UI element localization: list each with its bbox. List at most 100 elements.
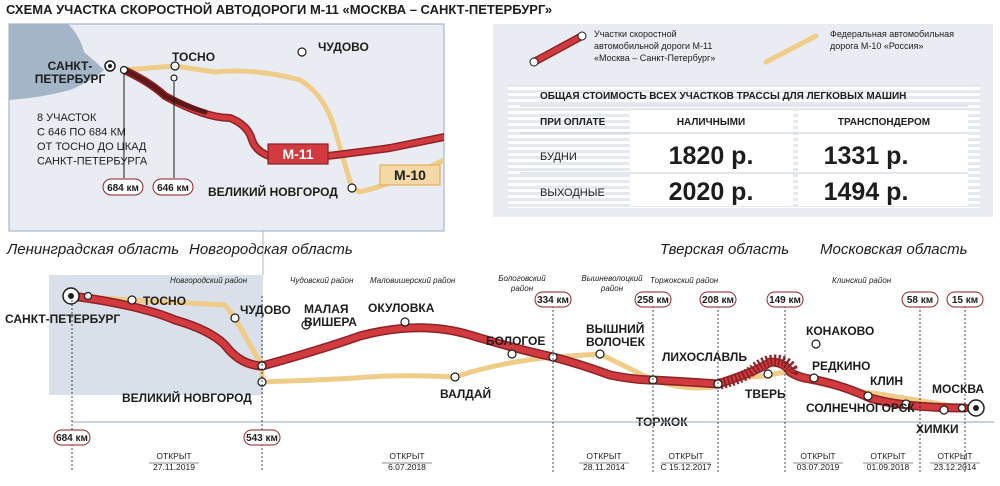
weekends-cash-price: 2020 р. (669, 178, 754, 206)
city-spb-marker (62, 287, 93, 305)
col-payment-label: ПРИ ОПЛАТЕ (540, 117, 606, 128)
km-marker: 543 км (243, 296, 281, 472)
segment-label: ОТКРЫТ (668, 451, 703, 461)
city-redkino: РЕДКИНО (812, 359, 871, 373)
weekends-transponder-price: 1494 р. (824, 178, 909, 206)
weekdays-transponder-price: 1331 р. (824, 142, 909, 170)
city-bologoe: БОЛОГОЕ (486, 334, 545, 348)
km-marker-label: 149 км (769, 295, 801, 306)
segment-date-value: 28.11.2014 (583, 462, 625, 472)
km-marker: 334 км (534, 291, 572, 472)
inset-km-646-badge (152, 178, 194, 196)
city-khimki: ХИМКИ (916, 422, 959, 436)
km-marker-label: 684 км (56, 433, 88, 444)
city-klin-marker (863, 391, 873, 401)
inset-section-note: 8 УЧАСТОК С 646 ПО 684 КМ ОТ ТОСНО ДО ЦКАД… (37, 112, 148, 168)
inset-city-spb: САНКТ-ПЕТЕРБУРГ (35, 59, 106, 86)
city-tver: ТВЕРЬ (745, 387, 786, 401)
segment-date-value: 23.12.2014 (934, 462, 977, 472)
segment-date-value: С 15.12.2017 (660, 462, 711, 472)
segment-label: ОТКРЫТ (586, 451, 621, 461)
district-malovishersky: Маловишерский район (370, 276, 456, 285)
city-chudovo-marker (230, 313, 240, 323)
gulf-of-finland-water (9, 24, 104, 100)
city-valday: ВАЛДАЙ (440, 386, 491, 401)
inset-km-684: 684 км (107, 183, 139, 194)
segment-date-value: 03.07.2019 (797, 462, 840, 472)
city-tosno: ТОСНО (143, 294, 186, 308)
city-malaya-vishera: МАЛАЯ ВИШЕРА (304, 302, 357, 329)
km-marker-label: 334 км (537, 295, 569, 306)
city-bologoe-marker (507, 349, 517, 359)
city-malaya-vishera-marker (301, 320, 311, 330)
district-klinsky: Клинский район (832, 276, 892, 285)
city-chudovo: ЧУДОВО (240, 303, 291, 317)
city-redkino-marker (809, 373, 819, 383)
legend-m10-swatch (763, 33, 819, 65)
region-tver: Тверская область (660, 241, 789, 258)
inset-map: М-10 М-11 САНКТ-ПЕТЕРБУРГ ТОСНО ЧУДОВО В… (8, 23, 445, 232)
km-marker-label: 258 км (637, 295, 669, 306)
region-novgorod: Новгородская область (189, 241, 353, 258)
segment-label: ОТКРЫТ (389, 451, 424, 461)
inset-m10-shield (379, 164, 441, 186)
inset-tosno-marker (170, 61, 180, 71)
inset-city-tosno: ТОСНО (172, 50, 215, 64)
m11-road (69, 293, 968, 411)
city-tver-marker (763, 369, 773, 379)
m11-tver-bypass-under-construction (718, 354, 799, 390)
city-okulovka-marker (400, 317, 410, 327)
legend-m10-label: Федеральная автомобильная дорога М-10 «Ро… (830, 29, 954, 51)
city-solnechnogorsk: СОЛНЕЧНОГОРСК (806, 401, 915, 415)
segment-date-value: 6.07.2018 (388, 462, 426, 472)
row-weekends-label: ВЫХОДНЫЕ (540, 187, 605, 199)
km-marker: 149 км (766, 291, 804, 472)
segment-dates: ОТКРЫТ27.11.2019ОТКРЫТ6.07.2018ОТКРЫТ28.… (149, 451, 980, 472)
city-vyshny-volochek: ВЫШНИЙ ВОЛОЧЕК (586, 321, 646, 349)
region-leningrad: Ленинградская область (6, 241, 179, 258)
district-novgorodsky: Новгородский район (170, 276, 248, 285)
km-markers: 684 км 543 км 334 км 258 км 208 км 149 км 58 к… (53, 291, 984, 472)
city-moskva: МОСКВА (932, 382, 984, 396)
main-map: Ленинградская область Новгородская облас… (5, 231, 994, 472)
city-novgorod: ВЕЛИКИЙ НОВГОРОД (122, 390, 252, 405)
city-moskva-marker (957, 399, 985, 417)
inset-km-684-badge (102, 178, 144, 196)
inset-km-646: 646 км (157, 183, 189, 194)
transponder-column-bg (798, 110, 968, 206)
price-table-title: ОБЩАЯ СТОИМОСТЬ ВСЕХ УЧАСТКОВ ТРАССЫ ДЛЯ… (540, 91, 906, 102)
segment-label: ОТКРЫТ (800, 451, 835, 461)
district-torzhoksky: Торжокский район (650, 276, 719, 285)
city-okulovka: ОКУЛОВКА (368, 301, 435, 315)
km-marker-label: 208 км (702, 295, 734, 306)
inset-m10-label: М-10 (394, 167, 426, 183)
segment-date-value: 01.09.2018 (867, 462, 910, 472)
segment-date-value: 27.11.2019 (153, 462, 195, 472)
weekdays-cash-price: 1820 р. (669, 142, 754, 170)
segment-label: ОТКРЫТ (156, 451, 191, 461)
city-valday-marker (450, 372, 460, 382)
inset-m11-label: М-11 (282, 146, 313, 162)
district-chudovsky: Чудовский район (290, 276, 354, 285)
km-marker-label: 58 км (907, 295, 933, 306)
km-marker: 258 км (634, 291, 672, 472)
district-vyshnevolotsky: Вышневолоцкий район (581, 274, 643, 293)
cash-column-bg (630, 110, 793, 206)
city-solnechnogorsk-marker (901, 399, 911, 409)
city-konakovo-marker (811, 339, 821, 349)
km-marker: 15 км (946, 291, 984, 472)
km-marker-label: 15 км (952, 295, 978, 306)
legend-and-prices-panel: Участки скоростной автомобильной дороги М… (493, 24, 993, 217)
city-vyshny-volochek-marker (595, 349, 605, 359)
inset-section-8-highlight (121, 67, 208, 115)
km-marker: 208 км (699, 291, 737, 472)
col-transponder-header: ТРАНСПОНДЕРОМ (838, 117, 930, 128)
district-bologovsky: Бологовский район (498, 274, 546, 293)
